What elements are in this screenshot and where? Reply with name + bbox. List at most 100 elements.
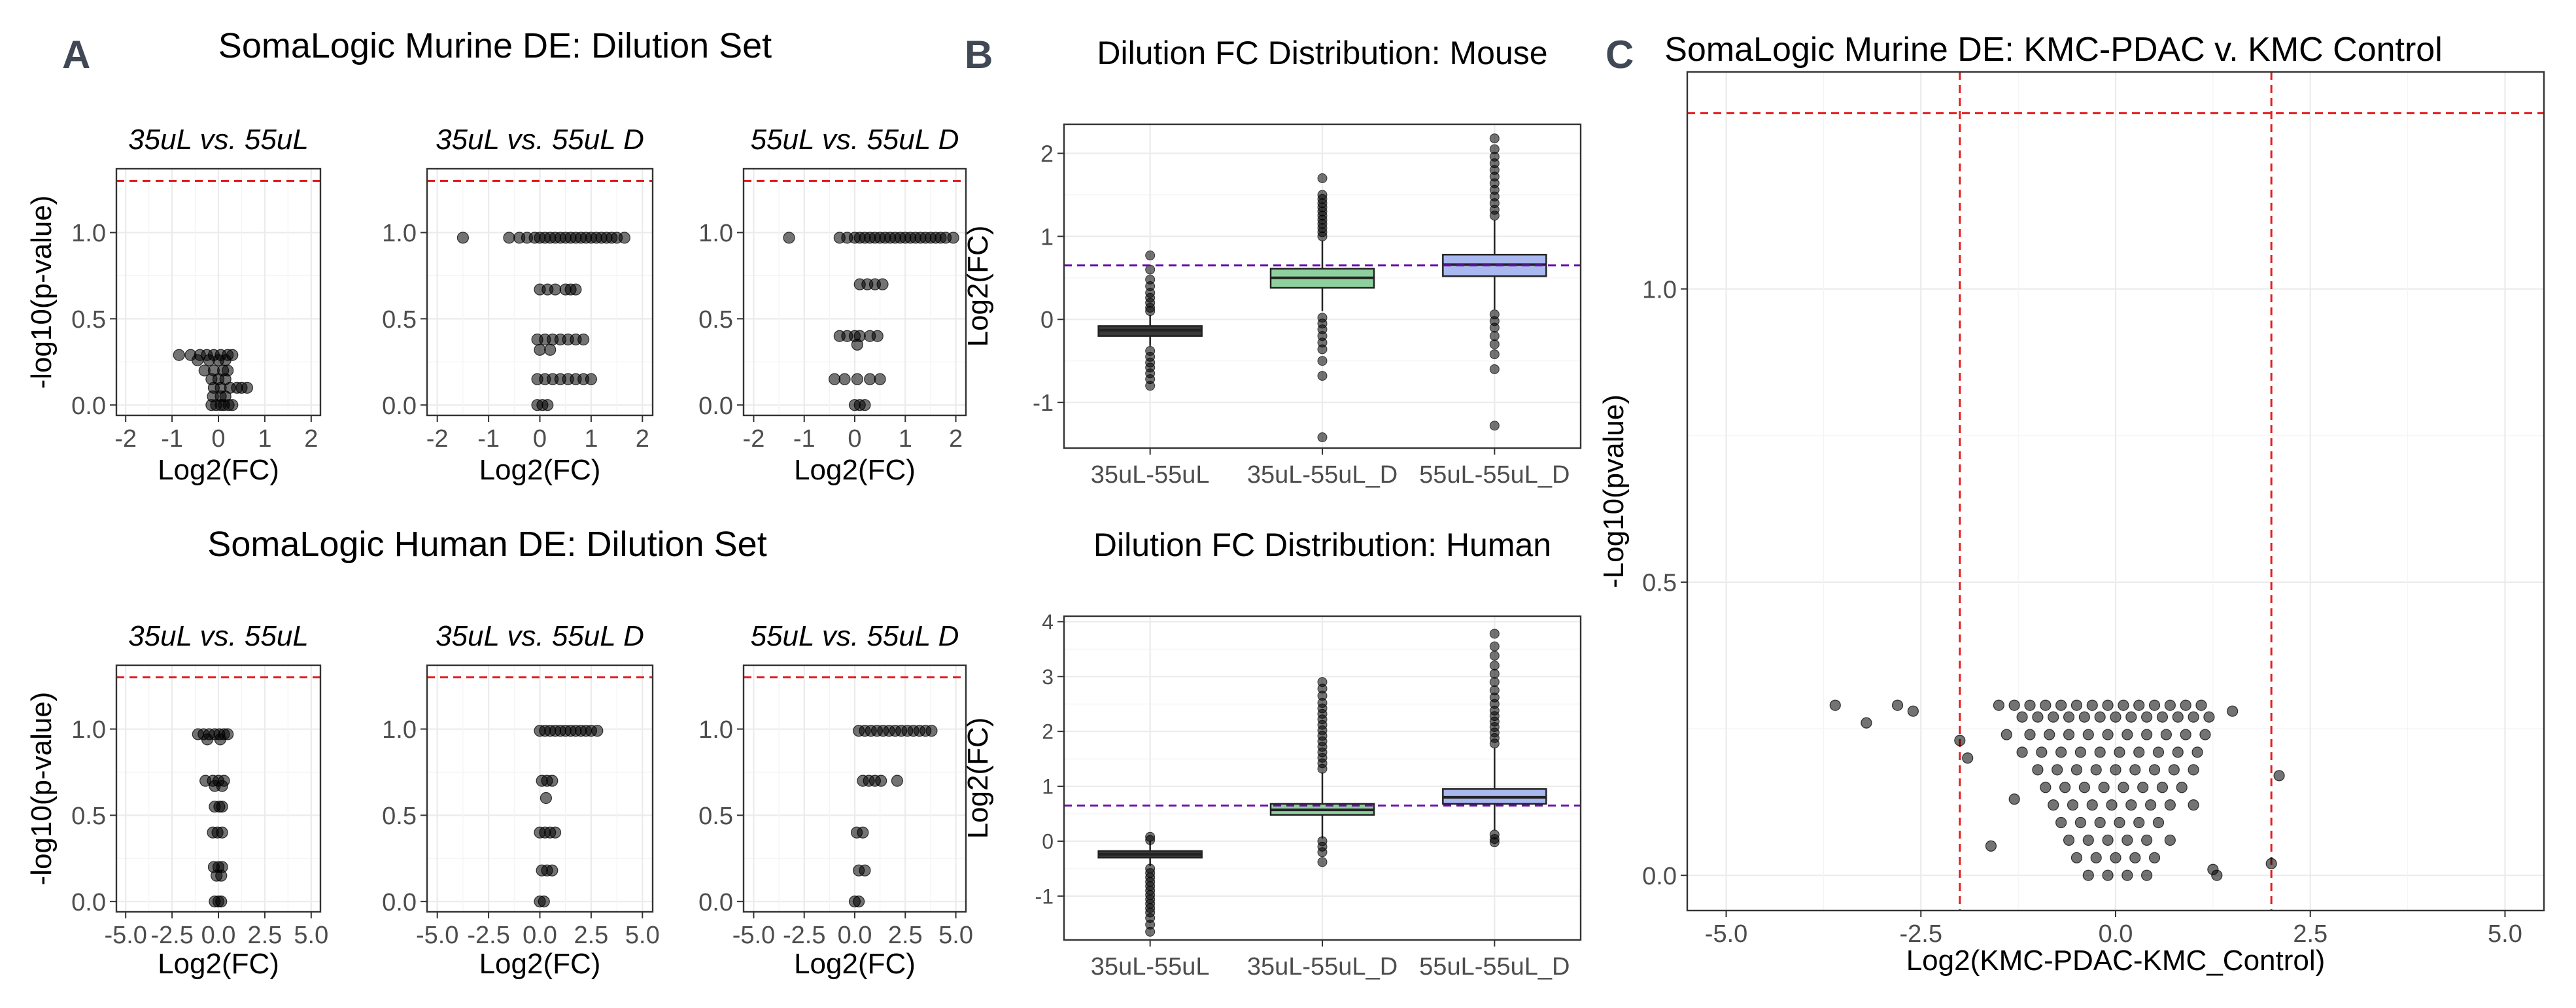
y-tick-label: 2 <box>1040 140 1054 167</box>
data-point <box>2090 764 2102 776</box>
data-point <box>874 373 886 385</box>
x-tick-label: 2.5 <box>247 922 282 949</box>
data-point <box>2094 746 2106 758</box>
panel-letter-a: A <box>62 33 90 77</box>
human-55-vs-55D-chart: 0.0 0.5 1.0 -5.0 -2.5 0.0 2.5 5.0 55uL vs. 55uL … <box>698 620 973 980</box>
data-point <box>2141 711 2153 723</box>
data-point <box>891 774 904 787</box>
data-point <box>2191 746 2203 758</box>
y-tick-label: 1.0 <box>382 220 417 247</box>
box-outlier-point <box>1489 650 1500 661</box>
data-point <box>2114 746 2125 758</box>
human-35-vs-55-chart: 0.0 0.5 1.0 -5.0 -2.5 0.0 2.5 5.0 35uL vs. 55uL L… <box>26 620 328 980</box>
box-outlier-point <box>1317 344 1328 355</box>
panel-letter-b: B <box>965 33 993 77</box>
x-tick-label: -2 <box>114 425 137 453</box>
box-outlier-point <box>1317 432 1328 442</box>
y-tick-label: 0.0 <box>698 889 733 916</box>
y-tick-label: 0.0 <box>71 392 106 420</box>
x-axis-label: Log2(FC) <box>479 948 601 980</box>
data-point <box>871 330 884 342</box>
data-point <box>2078 711 2090 723</box>
x-tick-label: -2.5 <box>467 922 509 949</box>
chart-title: 55uL vs. 55uL D <box>751 620 959 652</box>
x-tick-label: 1 <box>584 425 598 453</box>
data-point <box>2055 816 2067 829</box>
data-point <box>1954 735 1966 746</box>
data-point <box>2070 852 2083 863</box>
data-point <box>1962 752 1974 764</box>
chart-title: 35uL vs. 55uL D <box>436 124 644 156</box>
box-outlier-point <box>1489 322 1500 333</box>
data-point <box>2148 764 2161 776</box>
data-point <box>2148 699 2161 711</box>
kmc-pdac-volcano-chart: 0.0 0.5 1.0 -5.0 -2.5 0.0 2.5 5.0 SomaLogic Muri… <box>1598 31 2545 977</box>
data-point <box>2110 711 2121 723</box>
human-fc-boxplot: -1 0 1 2 3 4 35uL-55uL 35uL-55uL_D 55uL-55uL_D Di… <box>962 527 1582 981</box>
data-point <box>214 733 226 746</box>
y-axis-label: -log10(p-value) <box>26 196 58 389</box>
x-tick-label: 0.0 <box>523 922 557 949</box>
data-point <box>2032 711 2044 723</box>
x-category-label: 35uL-55uL_D <box>1247 461 1398 489</box>
data-point <box>2102 729 2114 740</box>
y-tick-label: 0.5 <box>71 306 106 334</box>
box-1 <box>1269 173 1375 442</box>
x-tick-label: -2.5 <box>1900 920 1942 948</box>
y-tick-label: 1.0 <box>382 716 417 744</box>
data-point <box>2074 746 2087 758</box>
data-point <box>851 338 863 351</box>
data-point <box>2176 782 2188 793</box>
y-axis-label: -Log10(pvalue) <box>1598 394 1630 588</box>
data-point <box>2067 799 2079 811</box>
x-tick-label: 5.0 <box>625 922 660 949</box>
data-point <box>2040 699 2052 711</box>
data-point <box>2188 764 2199 776</box>
data-point <box>549 826 562 839</box>
y-tick-label: 0.5 <box>71 803 106 830</box>
box-outlier-point <box>1317 371 1328 381</box>
data-point <box>857 826 869 839</box>
x-tick-label: 2 <box>304 425 318 453</box>
box-outlier-point <box>1489 629 1500 639</box>
data-point <box>241 381 254 394</box>
data-point <box>925 725 938 737</box>
y-tick-label: 0 <box>1040 306 1054 333</box>
data-point <box>2137 782 2149 793</box>
data-point <box>541 399 554 411</box>
data-point <box>2203 711 2215 723</box>
data-point <box>2090 852 2102 863</box>
data-point <box>2188 711 2199 723</box>
chart-title: 35uL vs. 55uL D <box>436 620 644 652</box>
box-outlier-point <box>1489 349 1500 360</box>
data-point <box>1907 705 1919 717</box>
data-point <box>2102 834 2114 846</box>
data-point <box>2032 764 2044 776</box>
x-category-label: 35uL-55uL_D <box>1247 953 1398 981</box>
data-point <box>1861 717 1872 729</box>
x-tick-label: 1 <box>899 425 912 453</box>
data-point <box>215 869 228 882</box>
data-point <box>2008 793 2020 805</box>
data-point <box>2164 699 2176 711</box>
y-tick-label: 1.0 <box>71 716 106 744</box>
y-tick-label: 1.0 <box>71 220 106 247</box>
y-tick-label: 2 <box>1042 720 1054 744</box>
chart-title: SomaLogic Murine DE: KMC-PDAC v. KMC Con… <box>1664 31 2443 69</box>
box-outlier-point <box>1489 144 1500 154</box>
data-point <box>2273 770 2285 782</box>
box-1 <box>1269 677 1375 867</box>
x-tick-label: 0.0 <box>2099 920 2133 948</box>
mouse-fc-boxplot: -1 0 1 2 35uL-55uL 35uL-55uL_D 55uL-55uL_D Dilu… <box>962 35 1582 489</box>
x-axis-label: Log2(FC) <box>794 454 916 486</box>
data-point <box>2082 834 2094 846</box>
data-point <box>1829 699 1841 711</box>
y-tick-label: 0.5 <box>382 803 417 830</box>
data-point <box>2016 711 2028 723</box>
murine-35-vs-55D-chart: 0.0 0.5 1.0 -2 -1 0 1 2 35uL vs. 55uL D Log2(FC) <box>382 124 654 486</box>
box-outlier-point <box>1145 926 1156 937</box>
data-point <box>2070 764 2083 776</box>
data-point <box>2024 699 2036 711</box>
data-point <box>2118 782 2129 793</box>
data-point <box>947 232 959 244</box>
